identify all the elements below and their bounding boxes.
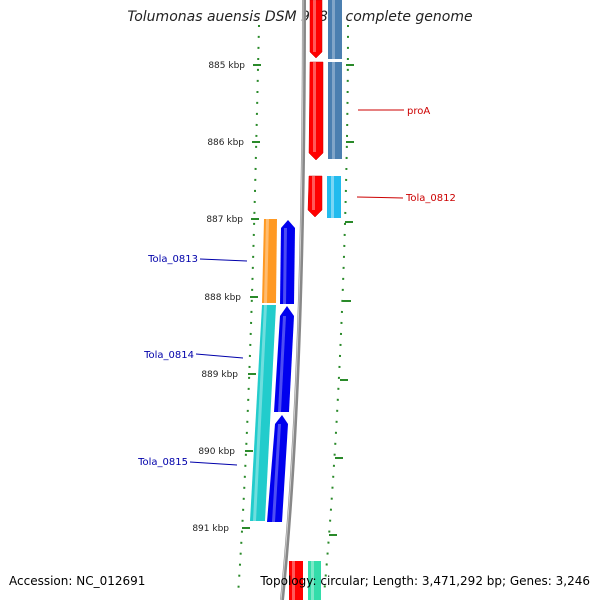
cds-feature-bottom[interactable] bbox=[289, 561, 303, 600]
tick-marks bbox=[242, 64, 354, 536]
cds-tola-0815[interactable] bbox=[267, 415, 288, 522]
gene-feature-bottom[interactable] bbox=[308, 561, 321, 600]
gene-labels: proA Tola_0812 Tola_0813 Tola_0814 Tola_… bbox=[137, 106, 456, 468]
cds-proA[interactable] bbox=[308, 61, 324, 161]
gene-tola-0813[interactable] bbox=[262, 219, 277, 303]
gene-tola-0814-0815[interactable] bbox=[250, 305, 276, 521]
tick-label-888: 888 kbp bbox=[204, 293, 241, 303]
tick-labels: 885 kbp 886 kbp 887 kbp 888 kbp 889 kbp … bbox=[192, 61, 245, 534]
label-leaders bbox=[189, 109, 404, 466]
tick-label-890: 890 kbp bbox=[198, 447, 235, 457]
bottom-features bbox=[289, 561, 321, 600]
tick-label-887: 887 kbp bbox=[206, 215, 243, 225]
label-tola-0812[interactable]: Tola_0812 bbox=[405, 193, 456, 204]
reverse-gene-features bbox=[250, 219, 277, 521]
tick-label-889: 889 kbp bbox=[201, 370, 238, 380]
gene-feature-top[interactable] bbox=[328, 0, 342, 59]
label-proA[interactable]: proA bbox=[407, 106, 430, 117]
label-tola-0814[interactable]: Tola_0814 bbox=[143, 350, 194, 361]
label-tola-0815[interactable]: Tola_0815 bbox=[137, 457, 188, 468]
gene-tola-0812[interactable] bbox=[327, 176, 341, 218]
cds-tola-0813[interactable] bbox=[280, 220, 295, 304]
genome-stats-text: Topology: circular; Length: 3,471,292 bp… bbox=[260, 574, 590, 588]
label-tola-0813[interactable]: Tola_0813 bbox=[147, 254, 198, 265]
cds-tola-0812[interactable] bbox=[307, 175, 323, 218]
cds-tola-0814[interactable] bbox=[274, 306, 294, 412]
tick-label-891: 891 kbp bbox=[192, 524, 229, 534]
map-title: Tolumonas auensis DSM 9187, complete gen… bbox=[127, 9, 473, 25]
forward-cds-features bbox=[307, 0, 324, 218]
forward-gene-features bbox=[327, 0, 342, 218]
reverse-cds-features bbox=[267, 220, 295, 522]
genome-backbone bbox=[280, 0, 306, 600]
tick-label-885: 885 kbp bbox=[208, 61, 245, 71]
accession-text: Accession: NC_012691 bbox=[9, 574, 146, 588]
gene-proA[interactable] bbox=[328, 62, 342, 159]
tick-label-886: 886 kbp bbox=[207, 138, 244, 148]
cds-feature-top[interactable] bbox=[309, 0, 323, 59]
